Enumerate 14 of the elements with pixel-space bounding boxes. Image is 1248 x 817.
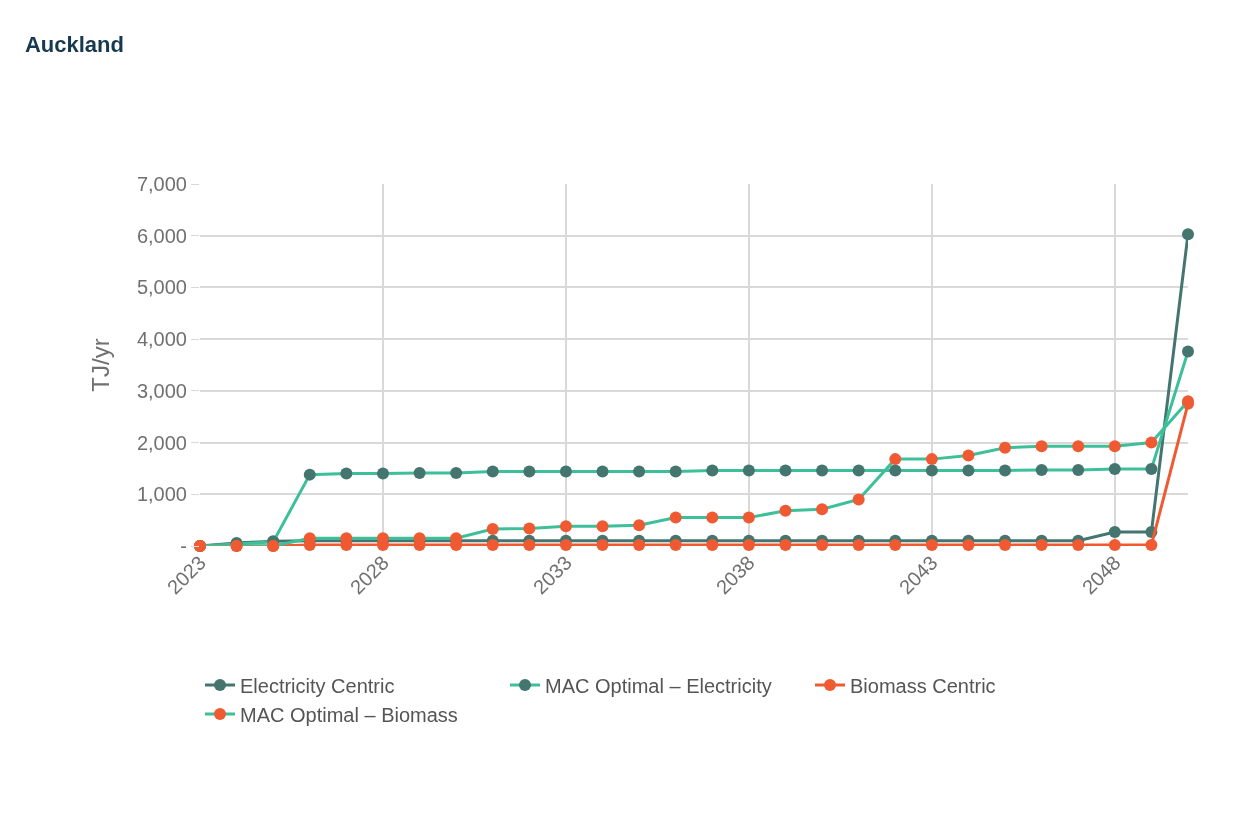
chart-title: Auckland — [24, 32, 124, 58]
y-tick-label: 4,000 — [136, 328, 187, 351]
y-tick-label: 1,000 — [136, 483, 187, 506]
y-tick-label: 6,000 — [136, 224, 187, 247]
y-axis-title: TJ/yr — [87, 338, 115, 392]
legend-label: MAC Optimal – Biomass — [240, 703, 458, 726]
y-tick-label: 3,000 — [136, 379, 187, 402]
y-tick-label: 2,000 — [136, 431, 187, 454]
legend-label: MAC Optimal – Electricity — [545, 674, 772, 697]
legend-label: Biomass Centric — [850, 674, 996, 697]
y-tick-label: 5,000 — [136, 276, 187, 299]
y-tick-label: - — [180, 535, 187, 557]
legend-label: Electricity Centric — [240, 674, 395, 697]
y-tick-label: 7,000 — [136, 173, 187, 195]
